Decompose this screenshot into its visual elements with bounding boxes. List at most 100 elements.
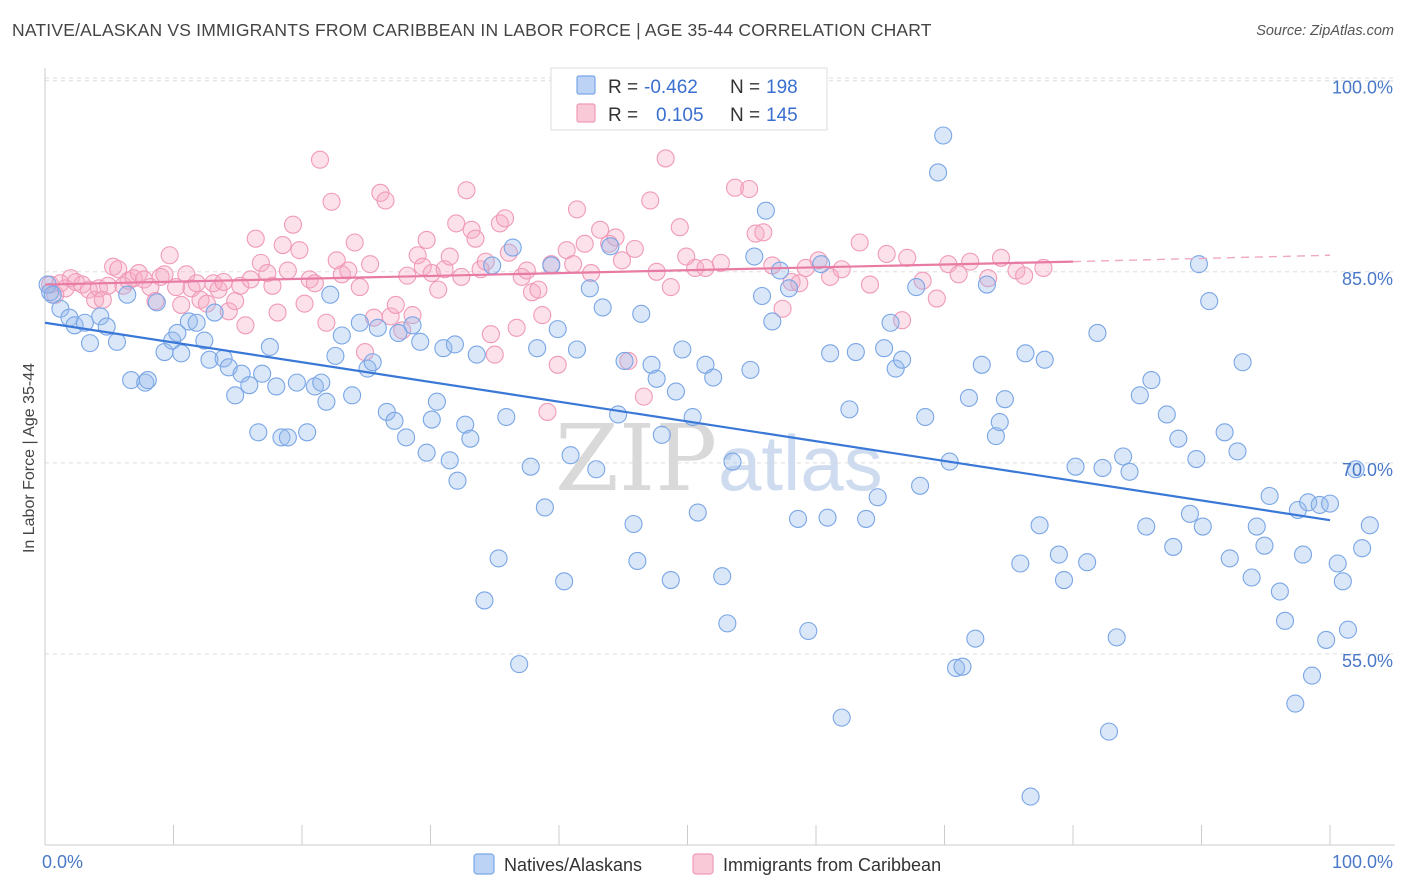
natives-point-75 [548, 320, 567, 339]
caribbean-point-33 [214, 272, 233, 292]
natives-point-33 [267, 377, 286, 396]
caribbean-point-26 [177, 265, 196, 284]
natives-point-166 [1233, 353, 1252, 372]
caribbean-point-25 [172, 295, 191, 314]
natives-point-141 [1035, 350, 1054, 369]
natives-point-95 [688, 503, 707, 522]
y-tick-label-1: 70.0% [1342, 460, 1393, 480]
caribbean-point-104 [606, 228, 625, 247]
natives-point-98 [713, 567, 732, 586]
natives-point-165 [1228, 442, 1247, 461]
caribbean-point-37 [236, 316, 255, 335]
caribbean-point-64 [381, 307, 400, 326]
natives-point-134 [986, 427, 1005, 446]
natives-point-77 [561, 446, 580, 465]
natives-point-41 [321, 285, 340, 304]
natives-point-43 [332, 326, 351, 345]
caribbean-point-80 [466, 229, 485, 248]
natives-point-178 [1317, 630, 1336, 649]
chart-title: NATIVE/ALASKAN VS IMMIGRANTS FROM CARIBB… [12, 20, 932, 40]
caribbean-point-71 [417, 230, 436, 250]
caribbean-point-79 [462, 220, 481, 239]
caribbean-point-143 [1015, 266, 1034, 285]
caribbean-point-73 [429, 280, 448, 299]
caribbean-point-35 [226, 292, 245, 311]
caribbean-point-99 [567, 200, 587, 219]
natives-point-148 [1099, 722, 1119, 741]
caribbean-point-75 [440, 247, 459, 266]
natives-point-40 [317, 392, 336, 411]
natives-point-84 [615, 351, 634, 371]
caribbean-point-84 [485, 345, 504, 364]
caribbean-point-138 [949, 265, 968, 284]
legend-n-value-caribbean: 145 [766, 105, 798, 126]
natives-point-144 [1066, 457, 1085, 476]
caribbean-point-113 [670, 218, 689, 237]
natives-point-186 [1286, 694, 1305, 713]
caribbean-point-8 [86, 290, 105, 309]
caribbean-point-109 [641, 191, 660, 210]
natives-point-54 [411, 332, 430, 351]
caribbean-point-120 [746, 224, 765, 243]
caribbean-point-45 [278, 261, 297, 280]
bottom-legend-swatch-caribbean [692, 853, 714, 875]
natives-point-18 [168, 323, 187, 342]
y-tick-labels: 55.0% 70.0% 85.0% 100.0% [1332, 78, 1393, 671]
natives-point-2 [43, 285, 62, 304]
caribbean-point-100 [575, 234, 594, 253]
legend-swatch-caribbean [576, 103, 596, 123]
caribbean-point-48 [295, 294, 314, 313]
natives-point-114 [840, 400, 859, 419]
natives-point-112 [821, 344, 840, 363]
natives-point-153 [1137, 517, 1156, 536]
natives-point-45 [350, 313, 369, 332]
natives-point-81 [593, 298, 612, 317]
caribbean-point-139 [961, 252, 980, 271]
natives-point-63 [461, 429, 480, 448]
natives-point-22 [195, 331, 214, 350]
natives-point-117 [868, 488, 887, 507]
top-legend: R = -0.462 N = 198 R = 0.105 N = 145 [550, 67, 828, 131]
caribbean-point-123 [773, 299, 792, 318]
natives-point-21 [187, 313, 206, 332]
caribbean-point-119 [740, 179, 759, 199]
caribbean-point-94 [538, 402, 557, 421]
caribbean-point-11 [98, 276, 118, 295]
caribbean-point-12 [104, 257, 123, 276]
caribbean-point-40 [251, 253, 270, 272]
natives-point-37 [298, 423, 317, 442]
natives-point-66 [483, 256, 502, 275]
caribbean-point-111 [656, 149, 675, 168]
natives-point-100 [723, 452, 742, 471]
natives-point-89 [647, 369, 666, 388]
natives-point-143 [1054, 571, 1074, 590]
natives-point-155 [1157, 405, 1176, 424]
natives-point-184 [1353, 539, 1372, 558]
natives-point-13 [136, 373, 155, 392]
natives-point-91 [661, 571, 680, 590]
natives-point-32 [260, 337, 279, 357]
legend-r-value-caribbean: 0.105 [656, 105, 704, 126]
natives-point-8 [91, 307, 110, 326]
natives-point-145 [1078, 553, 1097, 572]
natives-point-142 [1049, 545, 1068, 564]
natives-point-164 [1220, 549, 1239, 568]
caribbean-trend-extension [1072, 254, 1331, 263]
natives-point-59 [440, 451, 459, 470]
natives-point-125 [929, 163, 948, 182]
natives-point-157 [1169, 429, 1188, 448]
natives-point-151 [1120, 462, 1139, 481]
natives-point-158 [1180, 504, 1199, 523]
natives-point-174 [1293, 545, 1313, 564]
source-label: Source: ZipAtlas.com [1256, 23, 1394, 39]
natives-point-137 [1011, 554, 1030, 573]
natives-point-20 [179, 312, 198, 331]
caribbean-point-96 [548, 355, 567, 374]
natives-point-65 [475, 591, 494, 610]
natives-point-121 [893, 350, 912, 369]
caribbean-point-47 [290, 241, 309, 260]
caribbean-point-69 [408, 246, 427, 265]
bottom-legend-swatch-natives [473, 853, 495, 875]
natives-trend-line [44, 321, 1331, 522]
natives-point-82 [601, 237, 620, 256]
